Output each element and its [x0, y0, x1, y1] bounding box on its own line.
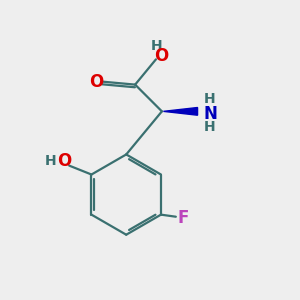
Text: H: H [45, 154, 57, 168]
Text: H: H [204, 120, 216, 134]
Text: H: H [151, 39, 163, 53]
Text: F: F [178, 208, 189, 226]
Text: O: O [89, 73, 103, 91]
Text: H: H [204, 92, 216, 106]
Text: O: O [57, 152, 71, 170]
Polygon shape [164, 107, 198, 115]
Text: N: N [203, 105, 217, 123]
Text: O: O [154, 47, 168, 65]
